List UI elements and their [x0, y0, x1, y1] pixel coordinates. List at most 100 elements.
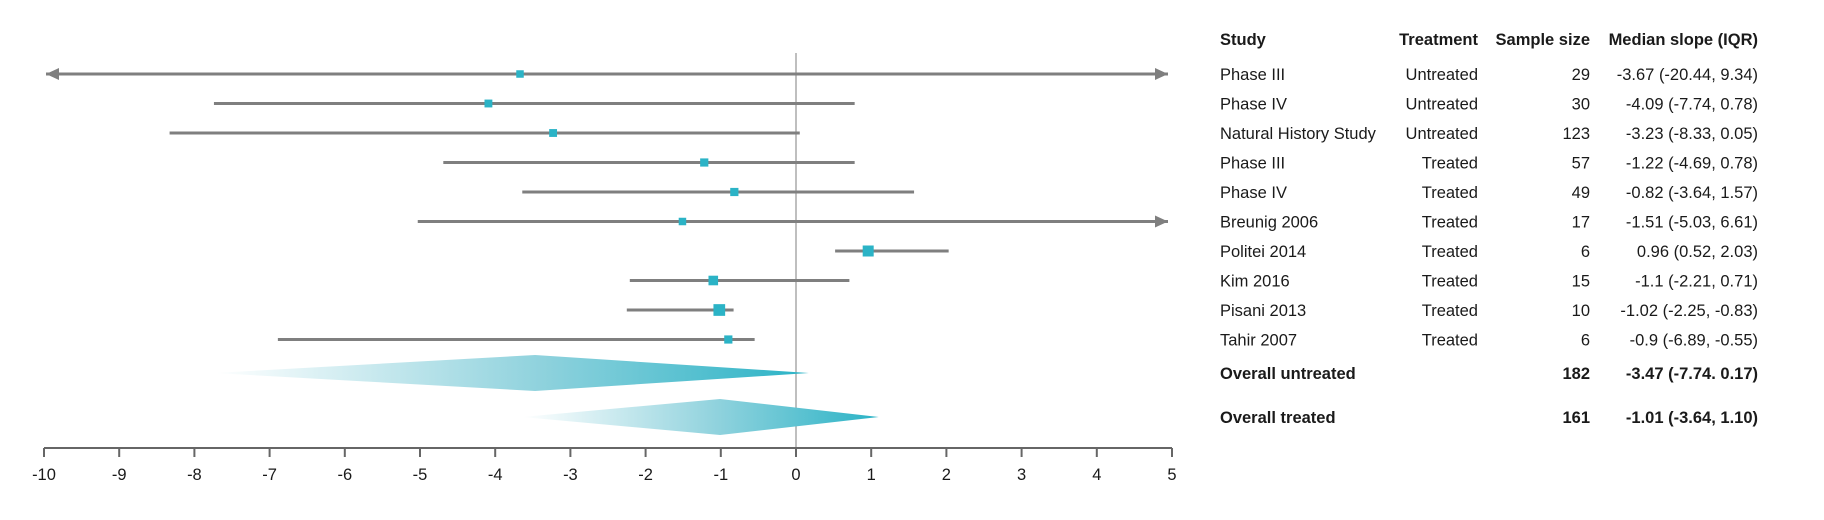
column-header: Median slope (IQR): [1609, 31, 1758, 49]
summary-name: Overall treated: [1220, 409, 1336, 427]
summary-diamonds-group: [213, 355, 879, 435]
sample-size: 57: [1572, 155, 1590, 173]
x-tick-label: -1: [713, 466, 728, 484]
study-name: Phase IV: [1220, 184, 1287, 202]
study-row-5: [522, 187, 915, 197]
median-slope: -0.82 (-3.64, 1.57): [1626, 184, 1758, 202]
study-row-4: [443, 158, 855, 167]
treatment: Treated: [1422, 273, 1478, 291]
x-tick-label: -9: [112, 466, 127, 484]
study-row-2: [213, 99, 855, 108]
median-marker: [700, 158, 709, 167]
x-tick-label: 3: [1017, 466, 1026, 484]
treatment: Untreated: [1406, 125, 1478, 143]
x-tick-label: -4: [488, 466, 503, 484]
x-tick-label: 4: [1092, 466, 1101, 484]
treatment: Treated: [1422, 302, 1478, 320]
x-tick-label: -5: [413, 466, 428, 484]
table-row: Tahir 2007 Treated 6 -0.9 (-6.89, -0.55): [1220, 332, 1758, 350]
summary-median-slope: -1.01 (-3.64, 1.10): [1626, 409, 1758, 427]
study-row-1: [46, 68, 1168, 80]
sample-size: 29: [1572, 66, 1590, 84]
table-row: Breunig 2006 Treated 17 -1.51 (-5.03, 6.61): [1220, 214, 1758, 232]
summary-diamond-2: [522, 399, 879, 435]
treatment: Untreated: [1406, 96, 1478, 114]
summary-median-slope: -3.47 (-7.74. 0.17): [1626, 365, 1758, 383]
treatment: Untreated: [1406, 66, 1478, 84]
table-row: Phase III Untreated 29 -3.67 (-20.44, 9.34): [1220, 66, 1758, 84]
median-slope: -1.22 (-4.69, 0.78): [1626, 155, 1758, 173]
median-marker: [708, 275, 719, 286]
median-marker: [549, 129, 558, 137]
study-row-10: [277, 335, 755, 344]
study-row-8: [629, 275, 850, 286]
ci-arrow-left: [46, 68, 59, 80]
x-axis: -10 -9 -8 -7 -6 -5 -4 -3 -2 -1 0 1 2 3 4 5: [32, 447, 1177, 484]
median-marker: [678, 217, 687, 226]
median-marker: [862, 245, 874, 257]
summary-sample-size: 182: [1562, 365, 1590, 383]
ci-arrow-right: [1155, 68, 1168, 80]
sample-size: 15: [1572, 273, 1590, 291]
sample-size: 30: [1572, 96, 1590, 114]
summary-sample-size: 161: [1562, 409, 1590, 427]
study-name: Phase III: [1220, 155, 1285, 173]
treatment: Treated: [1422, 155, 1478, 173]
x-tick-label: -3: [563, 466, 578, 484]
median-marker: [724, 335, 733, 344]
sample-size: 6: [1581, 332, 1590, 350]
sample-size: 17: [1572, 214, 1590, 232]
table-row: Kim 2016 Treated 15 -1.1 (-2.21, 0.71): [1220, 273, 1758, 291]
study-row-3: [169, 129, 800, 137]
x-tick-label: -10: [32, 466, 56, 484]
ci-arrow-right: [1155, 215, 1168, 228]
x-tick-label: -2: [638, 466, 653, 484]
table-row: Pisani 2013 Treated 10 -1.02 (-2.25, -0.83): [1220, 302, 1758, 320]
median-slope: -1.51 (-5.03, 6.61): [1626, 214, 1758, 232]
x-tick-label: 5: [1167, 466, 1176, 484]
table-summary-row: Overall untreated 182 -3.47 (-7.74. 0.17): [1220, 365, 1758, 383]
median-marker: [516, 70, 524, 78]
table-row: Politei 2014 Treated 6 0.96 (0.52, 2.03): [1220, 243, 1758, 261]
study-name: Natural History Study: [1220, 125, 1377, 143]
study-name: Breunig 2006: [1220, 214, 1318, 232]
median-slope: -0.9 (-6.89, -0.55): [1630, 332, 1758, 350]
x-tick-label: -6: [337, 466, 352, 484]
study-row-9: [626, 304, 734, 316]
column-header: Sample size: [1496, 31, 1590, 49]
treatment: Treated: [1422, 243, 1478, 261]
table-row: Phase IV Treated 49 -0.82 (-3.64, 1.57): [1220, 184, 1758, 202]
table-row: Phase III Treated 57 -1.22 (-4.69, 0.78): [1220, 155, 1758, 173]
x-tick-label: -7: [262, 466, 277, 484]
treatment: Treated: [1422, 184, 1478, 202]
x-tick-label: -8: [187, 466, 202, 484]
median-slope: -4.09 (-7.74, 0.78): [1626, 96, 1758, 114]
median-marker: [484, 99, 493, 108]
column-header: Study: [1220, 31, 1267, 49]
study-name: Phase III: [1220, 66, 1285, 84]
study-name: Phase IV: [1220, 96, 1287, 114]
sample-size: 49: [1572, 184, 1590, 202]
study-name: Pisani 2013: [1220, 302, 1306, 320]
x-tick-label: 0: [791, 466, 800, 484]
table-summary-row: Overall treated 161 -1.01 (-3.64, 1.10): [1220, 409, 1758, 427]
median-slope: -3.23 (-8.33, 0.05): [1626, 125, 1758, 143]
sample-size: 10: [1572, 302, 1590, 320]
column-header: Treatment: [1399, 31, 1478, 49]
study-name: Tahir 2007: [1220, 332, 1297, 350]
study-table: Study Treatment Sample size Median slope (I…: [1220, 31, 1758, 427]
study-name: Kim 2016: [1220, 273, 1290, 291]
study-row-7: [835, 245, 949, 257]
sample-size: 6: [1581, 243, 1590, 261]
x-tick-label: 1: [867, 466, 876, 484]
table-row: Phase IV Untreated 30 -4.09 (-7.74, 0.78): [1220, 96, 1758, 114]
sample-size: 123: [1562, 125, 1590, 143]
median-slope: -3.67 (-20.44, 9.34): [1617, 66, 1758, 84]
summary-name: Overall untreated: [1220, 365, 1356, 383]
median-slope: -1.02 (-2.25, -0.83): [1620, 302, 1758, 320]
study-rows-group: [46, 68, 1168, 344]
median-slope: -1.1 (-2.21, 0.71): [1635, 273, 1758, 291]
median-marker: [730, 187, 739, 197]
study-row-6: [417, 215, 1168, 228]
